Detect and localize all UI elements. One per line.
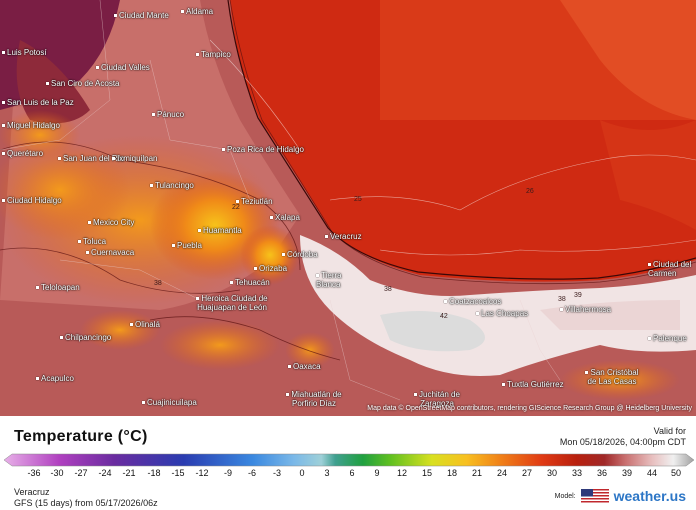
scale-tick: -24 bbox=[98, 468, 112, 478]
city-label: San Luis de la Paz bbox=[2, 98, 74, 107]
city-label: Cuajinicuilapa bbox=[142, 398, 197, 407]
city-label: Olinalá bbox=[130, 320, 160, 329]
scale-tick: 24 bbox=[496, 468, 508, 478]
city-label: Córdoba bbox=[282, 250, 318, 259]
scale-tick: 50 bbox=[670, 468, 682, 478]
scale-tick: 18 bbox=[446, 468, 458, 478]
city-label: Tuxtla Gutiérrez bbox=[502, 380, 564, 389]
scale-tick: 3 bbox=[324, 468, 330, 478]
model-run: GFS (15 days) from 05/17/2026/06z bbox=[14, 498, 158, 508]
valid-datetime: Mon 05/18/2026, 04:00pm CDT bbox=[559, 437, 686, 447]
city-label: Tierra Blanca bbox=[316, 271, 356, 289]
city-label: Ciudad Valles bbox=[96, 63, 150, 72]
city-label: Heroica Ciudad de Huajuapan de León bbox=[197, 294, 268, 312]
isotherm-label: 39 bbox=[574, 292, 582, 299]
scale-tick: 44 bbox=[646, 468, 658, 478]
scale-tick: -12 bbox=[195, 468, 209, 478]
scale-tick: 33 bbox=[571, 468, 583, 478]
scale-tick: -3 bbox=[272, 468, 282, 478]
city-label: Ciudad del Carmen bbox=[648, 260, 694, 278]
city-label: San Cristóbal de Las Casas bbox=[582, 368, 642, 386]
scale-tick: 12 bbox=[396, 468, 408, 478]
city-label: Teziutlán bbox=[236, 197, 273, 206]
city-label: Veracruz bbox=[325, 232, 362, 241]
city-label: Toluca bbox=[78, 237, 106, 246]
forecast-info: Veracruz GFS (15 days) from 05/17/2026/0… bbox=[14, 487, 158, 509]
scale-tick: -36 bbox=[27, 468, 41, 478]
city-label: Pánuco bbox=[152, 110, 184, 119]
scale-tick: -9 bbox=[223, 468, 233, 478]
city-label: Puebla bbox=[172, 241, 202, 250]
valid-time: Valid for Mon 05/18/2026, 04:00pm CDT bbox=[560, 426, 686, 448]
city-label: Juchitán de Zaragoza bbox=[402, 390, 472, 408]
city-label: San Juan del Río bbox=[58, 154, 124, 163]
isotherm-label: 22 bbox=[232, 204, 240, 211]
scale-tick: -30 bbox=[50, 468, 64, 478]
city-label: Querétaro bbox=[2, 149, 43, 158]
city-label: Ciudad Hidalgo bbox=[2, 196, 62, 205]
scale-tick: 21 bbox=[471, 468, 483, 478]
city-label: Huamantla bbox=[198, 226, 242, 235]
scale-tick: 6 bbox=[349, 468, 355, 478]
us-flag-icon bbox=[580, 489, 609, 503]
legend-panel: Temperature (°C) Valid for Mon 05/18/202… bbox=[0, 416, 696, 510]
city-label: Miguel Hidalgo bbox=[2, 121, 60, 130]
isotherm-label: 42 bbox=[440, 313, 448, 320]
scale-tick: -21 bbox=[122, 468, 136, 478]
city-label: Mexico City bbox=[88, 218, 134, 227]
city-label: Teloloapan bbox=[36, 283, 80, 292]
scale-tick: 30 bbox=[546, 468, 558, 478]
city-label: Acapulco bbox=[36, 374, 74, 383]
model-label: Model: bbox=[554, 492, 576, 500]
weather-us-logo[interactable]: weather.us bbox=[613, 488, 686, 504]
isotherm-label: 26 bbox=[526, 188, 534, 195]
scale-tick: 39 bbox=[621, 468, 633, 478]
city-label: Aldama bbox=[181, 7, 213, 16]
scale-tick: 36 bbox=[596, 468, 608, 478]
scale-tick: -18 bbox=[147, 468, 161, 478]
city-label: Tehuacán bbox=[230, 278, 270, 287]
city-label: Miahuatlán de Porfirio Díaz bbox=[284, 390, 344, 408]
city-label: Tulancingo bbox=[150, 181, 194, 190]
map-attribution: Map data © OpenStreetMap contributors, r… bbox=[367, 405, 692, 412]
isotherm-label: 38 bbox=[384, 286, 392, 293]
scale-tick: 9 bbox=[374, 468, 380, 478]
isotherm-label: 25 bbox=[354, 196, 362, 203]
city-label: Poza Rica de Hidalgo bbox=[222, 145, 304, 154]
temperature-map[interactable]: Aldama Ciudad Mante Luis Potosí Ciudad V… bbox=[0, 0, 696, 416]
valid-label: Valid for bbox=[653, 426, 686, 436]
city-label: Chilpancingo bbox=[60, 333, 111, 342]
isotherm-label: 38 bbox=[154, 280, 162, 287]
city-label: Las Choapas bbox=[476, 309, 528, 318]
city-label: Coatzacoalcos bbox=[444, 297, 501, 306]
scale-tick: -27 bbox=[74, 468, 88, 478]
city-label: Palenque bbox=[648, 334, 687, 343]
isotherm-label: 38 bbox=[558, 296, 566, 303]
city-label: Ixmiquilpan bbox=[112, 154, 157, 163]
city-label: Cuernavaca bbox=[86, 248, 134, 257]
scale-tick: 15 bbox=[421, 468, 433, 478]
color-scale-bar bbox=[3, 453, 695, 467]
scale-tick: 0 bbox=[299, 468, 305, 478]
scale-tick: -6 bbox=[247, 468, 257, 478]
city-label: Luis Potosí bbox=[2, 48, 47, 57]
location-name: Veracruz bbox=[14, 487, 50, 497]
model-branding[interactable]: Model: weather.us bbox=[555, 488, 686, 504]
city-label: Villahermosa bbox=[560, 305, 611, 314]
scale-ticks: -36 -30 -27 -24 -21 -18 -15 -12 -9 -6 -3… bbox=[14, 468, 686, 480]
scale-tick: 27 bbox=[521, 468, 533, 478]
city-label: Oaxaca bbox=[288, 362, 321, 371]
legend-title: Temperature (°C) bbox=[14, 428, 148, 445]
city-label: Orizaba bbox=[254, 264, 287, 273]
city-label: San Ciro de Acosta bbox=[46, 79, 119, 88]
city-label: Xalapa bbox=[270, 213, 300, 222]
city-label: Ciudad Mante bbox=[114, 11, 169, 20]
scale-tick: -15 bbox=[171, 468, 185, 478]
city-label: Tampico bbox=[196, 50, 231, 59]
